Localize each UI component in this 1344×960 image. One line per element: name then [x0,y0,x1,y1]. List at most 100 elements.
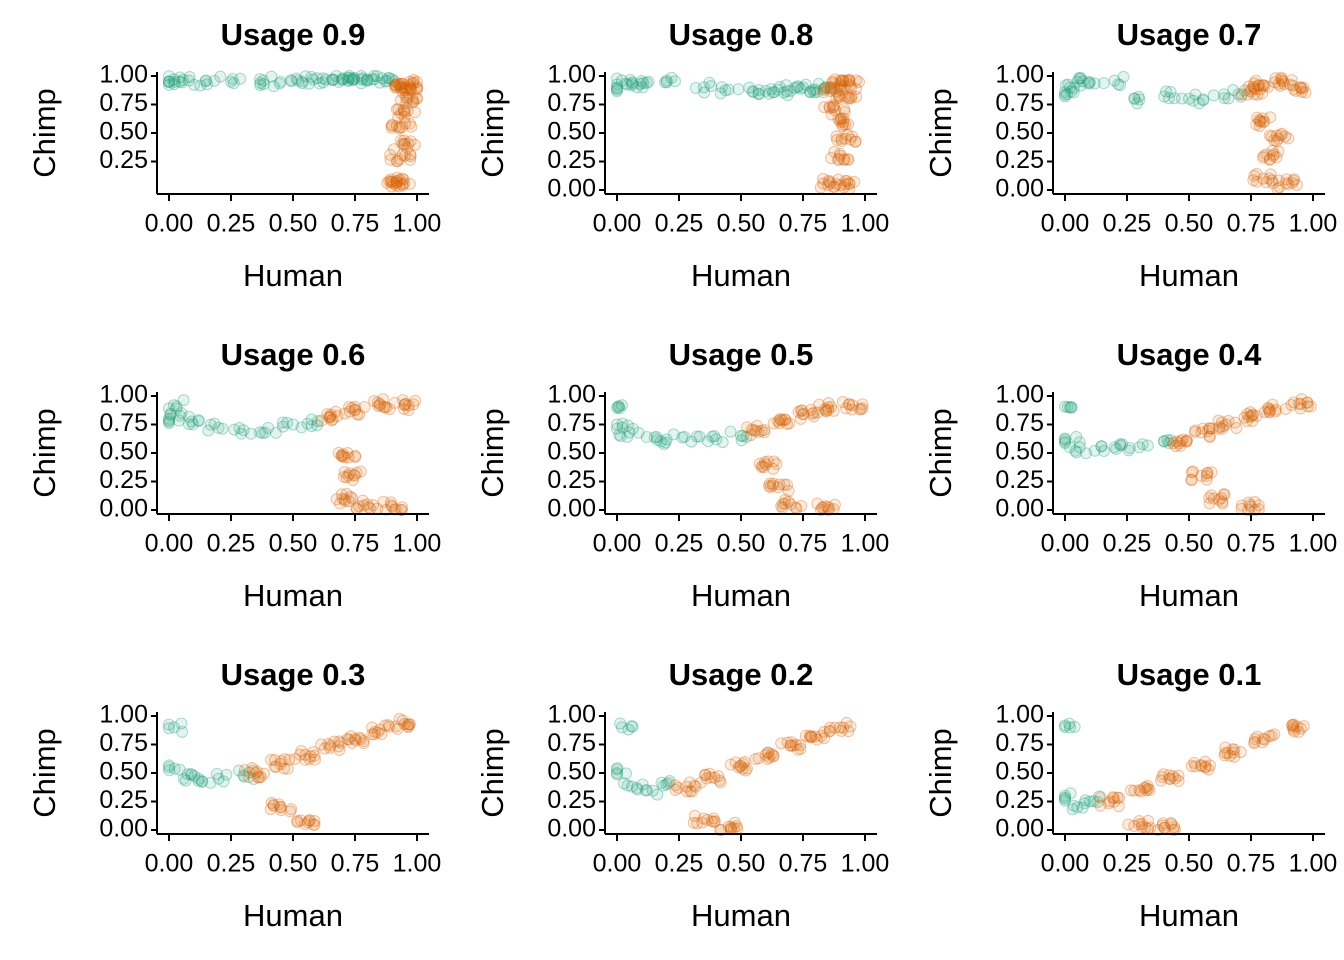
data-point [378,400,391,413]
series-orange [1167,393,1317,516]
data-point [1280,173,1293,186]
x-tick-label: 0.75 [1227,210,1276,238]
data-point [1163,769,1176,782]
data-point [400,83,413,96]
data-point [398,177,411,190]
data-point [214,70,227,83]
data-point [791,80,804,93]
data-point [1252,79,1265,92]
data-point [654,435,667,448]
data-point [839,132,852,145]
data-point [407,95,420,108]
data-point [764,481,777,494]
data-point [393,712,406,725]
data-point [1287,396,1300,409]
data-point [1248,495,1261,508]
data-point [722,820,735,833]
data-point [283,753,296,766]
data-points [163,70,423,193]
panel-1: Usage 0.90.250.500.751.000.00 0.25 0.50 0.7… [27,17,441,293]
data-point [303,814,316,827]
data-point [1290,179,1303,192]
data-point [1285,74,1298,87]
series-green [1059,70,1251,110]
data-point [779,79,792,92]
data-point [823,721,836,734]
data-point [397,173,410,186]
y-tick-label: 0.50 [995,758,1044,786]
data-point [1113,791,1126,804]
data-point [265,796,278,809]
data-point [1083,76,1096,89]
data-point [1111,791,1124,804]
data-point [182,418,195,431]
data-point [400,91,413,104]
data-point [285,75,298,88]
data-point [308,814,321,827]
x-tick-label: 0.75 [331,530,380,558]
data-point [324,410,337,423]
data-point [832,173,845,186]
data-point [833,147,846,160]
data-point [616,421,629,434]
data-point [818,101,831,114]
data-point [411,82,423,95]
data-point [373,397,386,410]
data-point [391,174,404,187]
data-point [611,82,623,95]
data-point [244,427,257,440]
data-point [333,735,346,748]
data-point [410,92,423,105]
x-tick-label: 1.00 [1289,850,1338,878]
data-point [257,767,270,780]
data-point [1279,130,1292,143]
data-point [767,417,780,430]
data-point [333,743,346,756]
panel-6: Usage 0.40.000.250.500.751.000.00 0.25 0.5… [923,337,1337,613]
data-point [1288,725,1301,738]
data-point [181,768,194,781]
data-point [838,80,851,93]
data-point [1202,763,1215,776]
data-point [819,81,832,94]
data-point [834,80,847,93]
data-point [406,77,419,90]
data-point [736,429,749,442]
data-point [625,780,638,793]
data-point [398,104,411,117]
data-point [275,755,288,768]
data-point [1128,784,1141,797]
data-point [1285,399,1298,412]
data-point [834,149,847,162]
data-point [765,83,778,96]
x-tick-label: 1.00 [841,850,890,878]
data-point [1227,746,1240,759]
data-point [1059,400,1071,413]
data-point [844,79,857,92]
data-point [855,403,868,416]
data-point [1262,80,1275,93]
series-green [611,71,837,102]
data-point [1218,88,1231,101]
data-point [1059,435,1071,448]
data-point [346,473,359,486]
data-point [655,776,668,789]
data-point [822,397,835,410]
data-point [337,470,350,483]
data-point [805,731,818,744]
data-point [1248,737,1261,750]
data-point [398,137,411,150]
data-point [1216,495,1229,508]
data-point [1223,749,1236,762]
data-point [391,154,404,167]
y-tick-label: 0.25 [99,146,148,174]
data-point [1299,86,1312,99]
data-point [767,455,780,468]
data-point [371,70,384,82]
data-point [1195,469,1208,482]
data-point [342,71,355,84]
data-point [1195,759,1208,772]
x-tick-label: 0.25 [1103,530,1152,558]
data-point [291,74,304,87]
data-point [315,738,328,751]
